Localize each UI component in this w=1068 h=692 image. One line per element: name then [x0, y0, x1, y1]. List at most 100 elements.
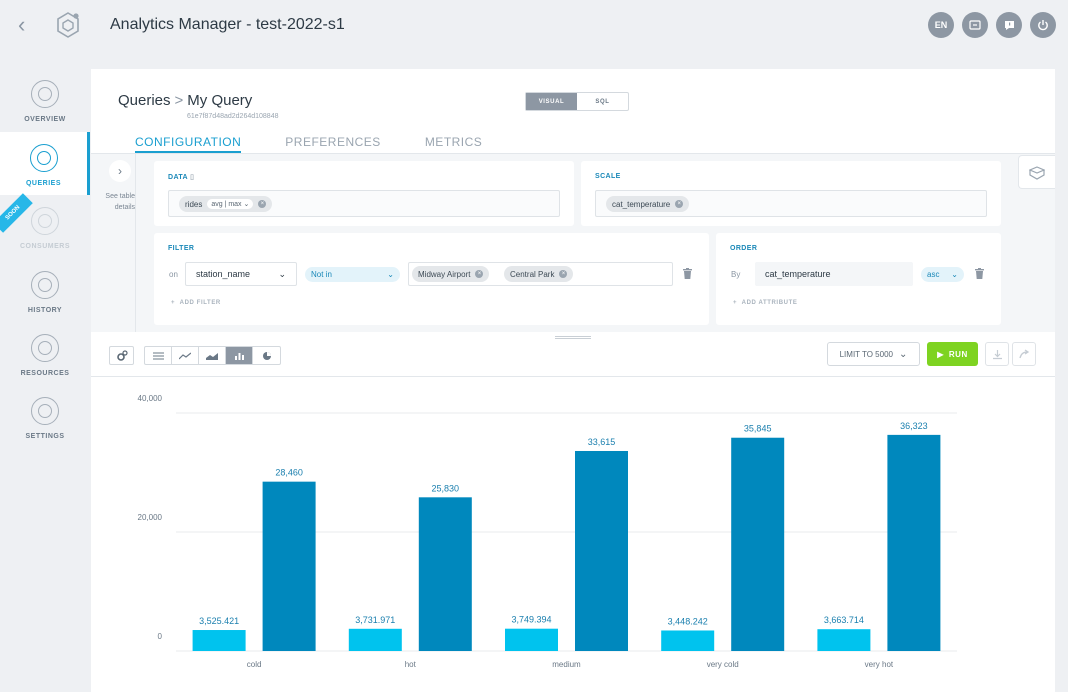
top-bar: ‹ Analytics Manager - test-2022-s1 EN: [0, 0, 1068, 52]
bar-chart-svg: 0 20,000 40,000 3,525.421 28,460 cold 3,731.97…: [138, 394, 957, 669]
data-card: DATA ▯ rides avg | max ⌄ ×: [154, 161, 574, 226]
viz-bar-button[interactable]: [226, 347, 253, 364]
filter-value-chip[interactable]: Central Park ×: [504, 266, 574, 282]
order-card-title: ORDER: [730, 245, 758, 252]
chevron-down-icon: ⌄: [278, 268, 286, 279]
filter-column-select[interactable]: station_name ⌄: [185, 262, 297, 286]
aggregation-value: avg | max: [211, 201, 242, 208]
data-label: 3,663.714: [824, 615, 864, 625]
download-button[interactable]: [985, 342, 1009, 366]
aggregation-select[interactable]: avg | max ⌄: [207, 199, 254, 209]
filter-values-box[interactable]: Midway Airport × Central Park ×: [408, 262, 673, 286]
tabs-divider: [91, 153, 1055, 154]
data-label: 3,749.394: [511, 615, 551, 625]
expand-panel-button[interactable]: ›: [109, 160, 131, 182]
nav-item-label: SETTINGS: [25, 433, 65, 440]
filter-on-label: on: [169, 270, 178, 279]
nav-item-history[interactable]: HISTORY: [0, 259, 90, 322]
visualization-toolbar: LIMIT TO 5000 ⌄ ▶ RUN: [91, 341, 1055, 377]
back-chevron-icon[interactable]: ‹: [18, 12, 26, 37]
clipboard-icon[interactable]: ▯: [190, 174, 195, 181]
scale-field-box[interactable]: cat_temperature ×: [595, 190, 987, 217]
language-button[interactable]: EN: [928, 12, 954, 38]
notebook-icon[interactable]: [962, 12, 988, 38]
feedback-icon[interactable]: [996, 12, 1022, 38]
data-label: 35,845: [744, 424, 772, 434]
queries-icon: [29, 144, 58, 172]
delete-order-icon[interactable]: [975, 268, 984, 279]
tab-metrics[interactable]: METRICS: [424, 135, 483, 149]
data-label: 28,460: [275, 468, 303, 478]
scale-card: SCALE cat_temperature ×: [581, 161, 1001, 226]
x-tick-label: very cold: [707, 660, 739, 669]
nav-item-label: HISTORY: [27, 307, 63, 314]
bar-chart-icon: [234, 352, 244, 360]
viz-pie-button[interactable]: [253, 347, 280, 364]
data-chip[interactable]: rides avg | max ⌄ ×: [179, 196, 273, 212]
viz-area-button[interactable]: [199, 347, 226, 364]
filter-value-label: Midway Airport: [418, 269, 471, 279]
order-column-value: cat_temperature: [765, 269, 831, 279]
data-card-title-text: DATA: [168, 174, 188, 181]
visualization-type-group: [144, 346, 281, 365]
nav-item-label: QUERIES: [25, 180, 61, 187]
resize-handle[interactable]: [555, 336, 591, 339]
limit-select[interactable]: LIMIT TO 5000 ⌄: [827, 342, 920, 366]
run-label: RUN: [948, 349, 968, 359]
nav-item-queries[interactable]: QUERIES: [0, 132, 90, 195]
data-field-box[interactable]: rides avg | max ⌄ ×: [168, 190, 560, 217]
viz-table-button[interactable]: [145, 347, 172, 364]
filter-operator-select[interactable]: Not in ⌄: [305, 267, 400, 282]
remove-chip-icon[interactable]: ×: [475, 270, 484, 278]
bar: [575, 450, 628, 651]
tab-preferences[interactable]: PREFERENCES: [285, 135, 381, 149]
tab-configuration[interactable]: CONFIGURATION: [135, 135, 242, 153]
scale-chip[interactable]: cat_temperature ×: [606, 196, 690, 212]
y-tick-label: 0: [158, 632, 163, 641]
filter-column-value: station_name: [196, 269, 251, 279]
bar: [348, 628, 402, 651]
breadcrumb-current: My Query: [187, 92, 253, 109]
bar: [192, 630, 246, 651]
remove-chip-icon[interactable]: ×: [559, 270, 568, 278]
bar: [661, 630, 715, 651]
add-filter-button[interactable]: + ADD FILTER: [171, 300, 221, 306]
nav-item-overview[interactable]: OVERVIEW: [0, 68, 90, 131]
nav-item-label: RESOURCES: [20, 370, 70, 377]
bar: [418, 497, 472, 651]
viz-line-button[interactable]: [172, 347, 199, 364]
data-label: 36,323: [900, 421, 928, 431]
breadcrumb-root[interactable]: Queries: [118, 92, 171, 109]
order-column-field[interactable]: cat_temperature: [755, 262, 913, 286]
bar: [731, 437, 785, 651]
history-icon: [31, 271, 59, 299]
area-chart-icon: [206, 352, 218, 360]
chevron-down-icon: ⌄: [387, 270, 394, 279]
nav-item-resources[interactable]: RESOURCES: [0, 322, 90, 385]
filter-value-chip[interactable]: Midway Airport ×: [412, 266, 490, 282]
order-card: ORDER By cat_temperature asc ⌄ + ADD ATT…: [716, 233, 1001, 325]
tab-bar: CONFIGURATION PREFERENCES METRICS: [135, 135, 482, 153]
bar: [887, 434, 941, 651]
remove-chip-icon[interactable]: ×: [258, 200, 267, 208]
data-card-title: DATA ▯: [168, 173, 194, 181]
configuration-area: › See table details DATA ▯ rides avg | m…: [91, 154, 1055, 332]
chevron-down-icon: ⌄: [898, 348, 908, 360]
share-button[interactable]: [1012, 342, 1036, 366]
chart-settings-button[interactable]: [109, 346, 134, 365]
y-tick-label: 40,000: [138, 394, 163, 403]
power-icon[interactable]: [1030, 12, 1056, 38]
order-direction-select[interactable]: asc ⌄: [921, 267, 964, 282]
bar: [505, 628, 558, 651]
see-table-details-link[interactable]: See table details: [105, 193, 135, 211]
mode-sql-button[interactable]: SQL: [595, 98, 610, 105]
y-tick-label: 20,000: [138, 513, 163, 522]
cube-panel-tab[interactable]: [1018, 155, 1055, 189]
run-button[interactable]: ▶ RUN: [927, 342, 978, 366]
app-title: Analytics Manager - test-2022-s1: [110, 16, 345, 33]
add-attribute-button[interactable]: + ADD ATTRIBUTE: [733, 300, 798, 306]
delete-filter-icon[interactable]: [683, 268, 692, 279]
remove-chip-icon[interactable]: ×: [675, 200, 684, 208]
mode-visual-button[interactable]: VISUAL: [526, 93, 577, 110]
nav-item-settings[interactable]: SETTINGS: [0, 385, 90, 448]
